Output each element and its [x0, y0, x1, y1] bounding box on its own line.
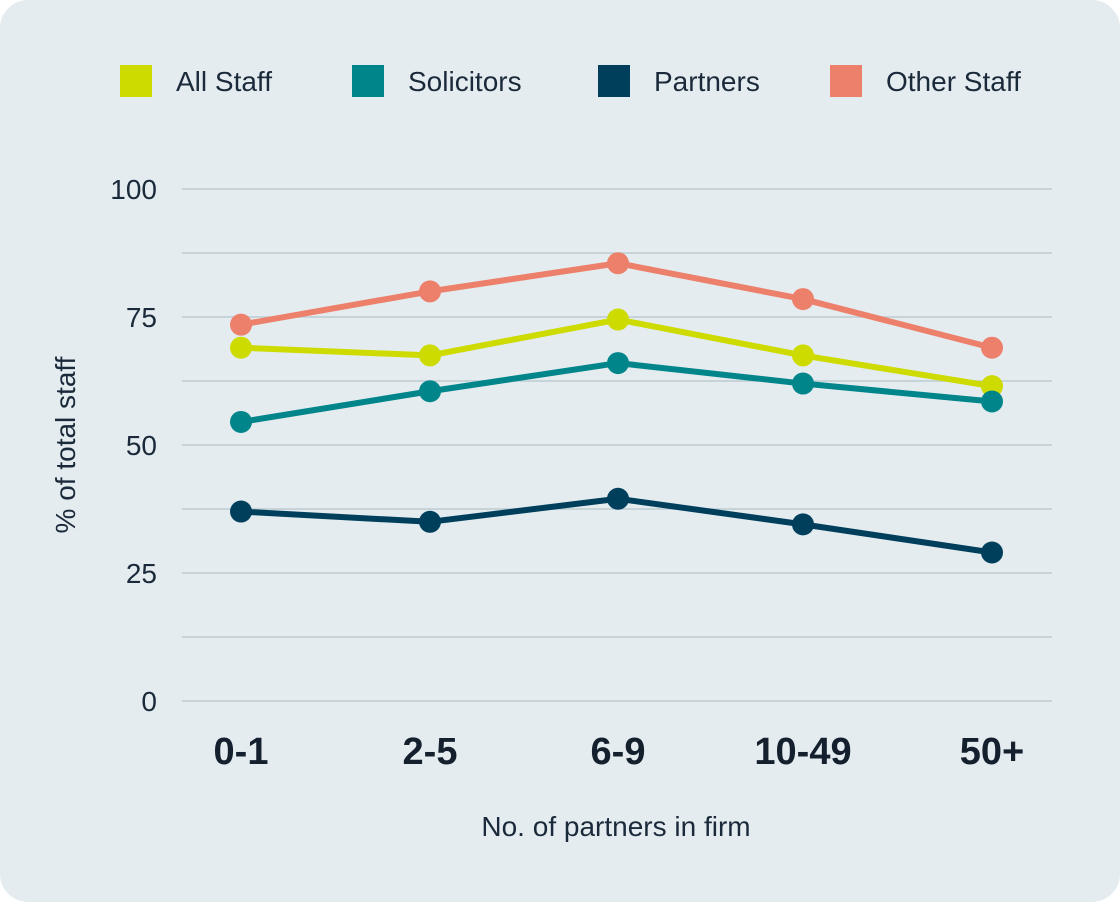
data-point	[607, 352, 629, 375]
legend-swatch	[352, 65, 384, 97]
data-point	[607, 308, 629, 331]
data-point	[792, 288, 814, 311]
data-point	[981, 390, 1003, 413]
y-tick-label: 50	[126, 430, 157, 461]
x-tick-label: 50+	[960, 731, 1024, 773]
legend-swatch	[598, 65, 630, 97]
data-point	[419, 510, 441, 533]
y-tick-label: 75	[126, 302, 157, 333]
grid-lines	[182, 188, 1052, 702]
legend-label: Partners	[654, 66, 760, 97]
legend: All Staff Solicitors Partners Other Staff	[120, 65, 1021, 97]
data-point	[419, 344, 441, 367]
y-tick-label: 100	[110, 174, 157, 205]
legend-swatch	[120, 65, 152, 97]
data-point	[792, 372, 814, 395]
data-point	[607, 252, 629, 275]
data-point	[981, 375, 1003, 398]
series-points	[230, 252, 1003, 564]
data-point	[230, 336, 252, 359]
data-point	[230, 410, 252, 433]
x-tick-label: 10-49	[754, 731, 851, 773]
x-tick-label: 0-1	[214, 731, 269, 773]
legend-label: Solicitors	[408, 66, 522, 97]
data-point	[981, 336, 1003, 359]
data-point	[230, 313, 252, 336]
x-axis-label: No. of partners in firm	[481, 811, 750, 842]
legend-swatch	[830, 65, 862, 97]
legend-label: Other Staff	[886, 66, 1021, 97]
data-point	[419, 380, 441, 403]
legend-label: All Staff	[176, 66, 272, 97]
x-tick-label: 2-5	[403, 731, 458, 773]
y-tick-labels: 0 25 50 75 100	[110, 174, 157, 717]
data-point	[419, 280, 441, 303]
x-tick-labels: 0-1 2-5 6-9 10-49 50+	[214, 731, 1025, 773]
y-tick-label: 25	[126, 558, 157, 589]
series-line	[238, 260, 995, 351]
x-tick-label: 6-9	[591, 731, 646, 773]
y-tick-label: 0	[141, 686, 157, 717]
y-axis-label: % of total staff	[50, 356, 81, 533]
data-point	[607, 487, 629, 510]
data-point	[792, 513, 814, 536]
data-point	[230, 500, 252, 523]
data-point	[792, 344, 814, 367]
data-point	[981, 541, 1003, 564]
